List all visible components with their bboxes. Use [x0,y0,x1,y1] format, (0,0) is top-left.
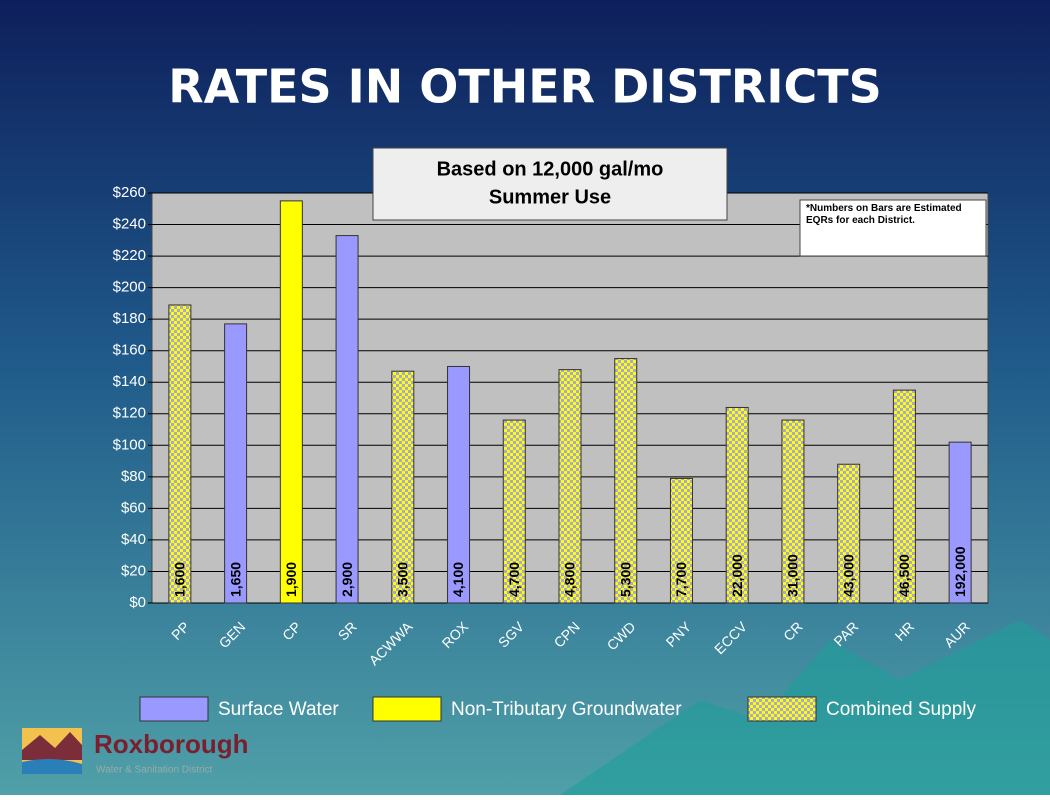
bar-label: 22,000 [729,554,745,597]
bar [614,358,638,604]
bar-label: 192,000 [952,546,968,597]
bar-label: 1,650 [227,562,243,597]
y-tick-label: $220 [113,247,146,264]
bar [669,477,693,604]
legend-swatch [747,696,817,722]
y-tick-label: $120 [113,405,146,422]
logo-tagline: Water & Sanitation District [96,765,213,776]
legend-label: Non-Tributary Groundwater [451,699,682,720]
y-tick-label: $0 [129,594,146,611]
y-tick-label: $140 [113,373,146,390]
annotation-box [799,199,987,257]
bar-label: 7,700 [673,562,689,597]
bar [224,323,248,604]
y-tick-label: $160 [113,342,146,359]
logo-name: Roxborough [94,729,249,759]
bar [837,463,861,604]
bar-label: 4,700 [506,562,522,597]
bar-label: 5,300 [617,562,633,597]
bar [502,419,526,604]
y-tick-label: $20 [121,562,146,579]
logo-mountain [22,732,82,760]
chart: $0 $20 $40 $60 $80 $100 $120 $140 $160 $180 $200 $2… [113,184,988,722]
annotation-text: *Numbers on Bars are Estimated EQRs for … [806,203,962,226]
y-tick-label: $100 [113,436,146,453]
bar [892,389,916,604]
bar [168,304,192,604]
subtitle-box [372,147,728,221]
bar [279,200,303,604]
bar-label: 2,900 [339,562,355,597]
y-tick-label: $40 [121,531,146,548]
bar-label: 1,600 [172,562,188,597]
bar-label: 3,500 [395,562,411,597]
bar-label: 4,800 [562,562,578,597]
bar-label: 1,900 [283,562,299,597]
bar-label: 43,000 [840,554,856,597]
bar [447,365,471,604]
bar [725,406,749,604]
subtitle: Summer Use [489,186,611,208]
subtitle: Based on 12,000 gal/mo [437,158,664,180]
y-tick-label: $260 [113,184,146,201]
legend-swatch [139,696,209,722]
bar [391,370,415,604]
legend-label: Surface Water [218,699,339,720]
legend-label: Combined Supply [826,699,976,720]
y-tick-label: $180 [113,310,146,327]
slide-title: RATES IN OTHER DISTRICTS [168,60,881,114]
y-tick-label: $80 [121,468,146,485]
legend-swatch [372,696,442,722]
bar [781,419,805,604]
bar [335,235,359,604]
y-tick-label: $200 [113,279,146,296]
annotation: *Numbers on Bars are Estimated EQRs for … [806,203,962,226]
y-tick-label: $240 [113,216,146,233]
bar-label: 46,500 [896,554,912,597]
logo-water [22,758,82,774]
y-tick-label: $60 [121,499,146,516]
bar-label: 31,000 [785,554,801,597]
bar [558,369,582,604]
bar-label: 4,100 [450,562,466,597]
logo: Roxborough Water & Sanitation District [22,728,249,776]
bar [948,441,972,604]
